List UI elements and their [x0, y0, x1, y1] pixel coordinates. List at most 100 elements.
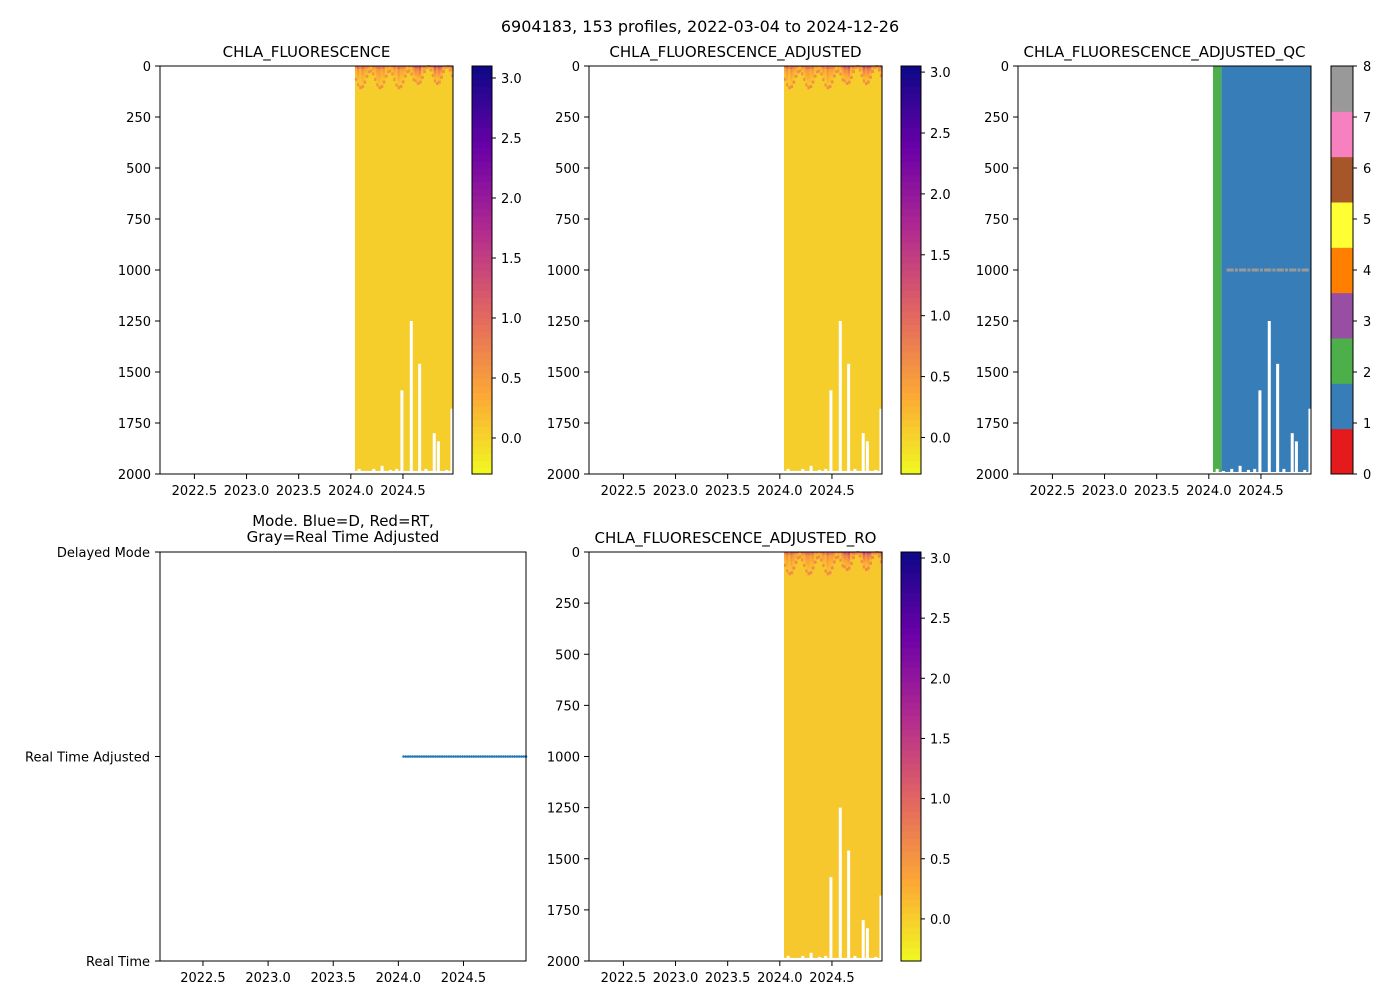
chla-cell [412, 66, 416, 69]
chla_ro-cell [809, 552, 813, 556]
chla_adj-cell [860, 72, 864, 75]
chla_ro-colorbar-step [901, 770, 921, 778]
chla_adj-cell [811, 68, 815, 72]
chla-cell [399, 69, 403, 73]
mode-point [418, 755, 421, 758]
mode-point [488, 755, 492, 758]
chla_qc-xtick-label: 2023.0 [1082, 484, 1128, 499]
chla_ro-cell [867, 561, 870, 565]
mode-point [517, 755, 521, 758]
chla-colorbar-step [472, 100, 492, 108]
chla_ro-cell [815, 555, 819, 557]
chla-cell [367, 67, 371, 69]
chla_ro-gap [786, 955, 790, 961]
chla_adj-colorbar-step [901, 385, 921, 393]
chla_ro-cell [788, 552, 791, 556]
chla_adj-xtick-label: 2023.0 [653, 484, 699, 499]
chla-cell [382, 75, 386, 79]
chla_ro-cell [869, 556, 872, 559]
chla-cell [423, 70, 426, 74]
chla_adj-cell [805, 77, 809, 81]
chla_ro-cell [862, 556, 866, 560]
chla_adj-cell [839, 71, 843, 73]
chla_adj-cell [796, 66, 800, 68]
chla_ro-colorbar-step [901, 824, 921, 833]
chla-colorbar-frame [471, 65, 493, 475]
chla_ro-cell [788, 564, 791, 569]
chla_ro-cell [792, 554, 796, 558]
chla_adj-colorbar-step [901, 440, 921, 448]
chla_ro-cell [852, 555, 855, 557]
chla_adj-gap [809, 465, 813, 474]
chla-cell [357, 83, 360, 87]
chla-cell [384, 68, 388, 71]
chla_adj-ytick-label: 750 [555, 213, 580, 228]
chla_ro-title: CHLA_FLUORESCENCE_ADJUSTED_RO [595, 529, 877, 548]
chla_qc-colorbar-label: 5 [1363, 213, 1371, 228]
chla_ro-cell [822, 564, 826, 568]
chla-cell [403, 68, 407, 71]
chla_ro-cell [832, 552, 836, 554]
chla-cell [423, 67, 426, 70]
chla-colorbar-step [472, 406, 492, 414]
chla-cell [393, 73, 397, 77]
chla_ro-cell [839, 552, 843, 554]
chla-ytick-label: 2000 [118, 468, 151, 483]
chla_ro-cell [822, 559, 826, 563]
chla_adj-cell [807, 78, 811, 83]
chla_adj-colorbar-step [901, 426, 921, 434]
chla_ro-cell [837, 554, 840, 556]
chla_adj-colorbar-step [901, 419, 921, 427]
mode-point [472, 755, 476, 758]
chla_ro-cell [843, 560, 847, 564]
chla_adj-cell [807, 86, 811, 90]
chla_adj-cell [790, 81, 794, 85]
chla_adj-cell [869, 69, 872, 72]
chla-cell [378, 66, 382, 70]
chla_ro-cell [822, 553, 826, 557]
chla-cell [395, 66, 399, 70]
chla_adj-colorbar-step [901, 140, 921, 149]
chla-cell [408, 68, 411, 70]
chla-cell [372, 72, 375, 76]
chla_adj-cell [830, 80, 834, 84]
mode-ytick-label: Real Time [86, 955, 150, 970]
chla_ro-cell [807, 564, 811, 569]
chla_ro-cell [790, 552, 794, 556]
chla_qc-qc-mark [1297, 268, 1301, 272]
chla-ytick-label: 1250 [118, 315, 151, 330]
chla_adj-cell [794, 74, 798, 78]
chla_ro-cell [807, 558, 811, 563]
chla-cell [357, 74, 360, 78]
chla_ro-gap [829, 877, 833, 961]
chla_ro-colorbar-step [901, 729, 921, 737]
chla_ro-cell [845, 557, 849, 561]
mode-point [463, 755, 467, 758]
chla_adj-colorbar-step [901, 433, 921, 441]
chla_ro-cell [826, 564, 830, 569]
chla-colorbar-step [472, 399, 492, 407]
chla-gap [380, 465, 384, 474]
chla_ro-cell [858, 554, 862, 558]
chla_adj-cell [847, 68, 851, 72]
chla_qc-gap [1246, 469, 1250, 474]
mode-point [461, 755, 464, 758]
chla-colorbar-step [472, 317, 492, 325]
chla-colorbar-step [472, 93, 492, 101]
chla-cell [410, 69, 414, 71]
chla_adj-cell [822, 78, 826, 82]
chla-cell [414, 79, 418, 83]
chla_qc-qc-mark [1251, 268, 1257, 272]
chla_ro-cell [796, 552, 800, 554]
chla-cell [367, 69, 371, 71]
chla_adj-colorbar-step [901, 358, 921, 366]
chla_ro-cell [807, 561, 811, 566]
chla-cell [382, 72, 386, 76]
chla-cell [414, 74, 418, 78]
chla_adj-gap [786, 468, 790, 474]
chla_ro-cell [783, 555, 787, 559]
chla_adj-cell [794, 72, 798, 75]
chla-cell [395, 77, 399, 81]
chla_ro-cell [879, 558, 883, 561]
chla_adj-cell [824, 74, 828, 78]
